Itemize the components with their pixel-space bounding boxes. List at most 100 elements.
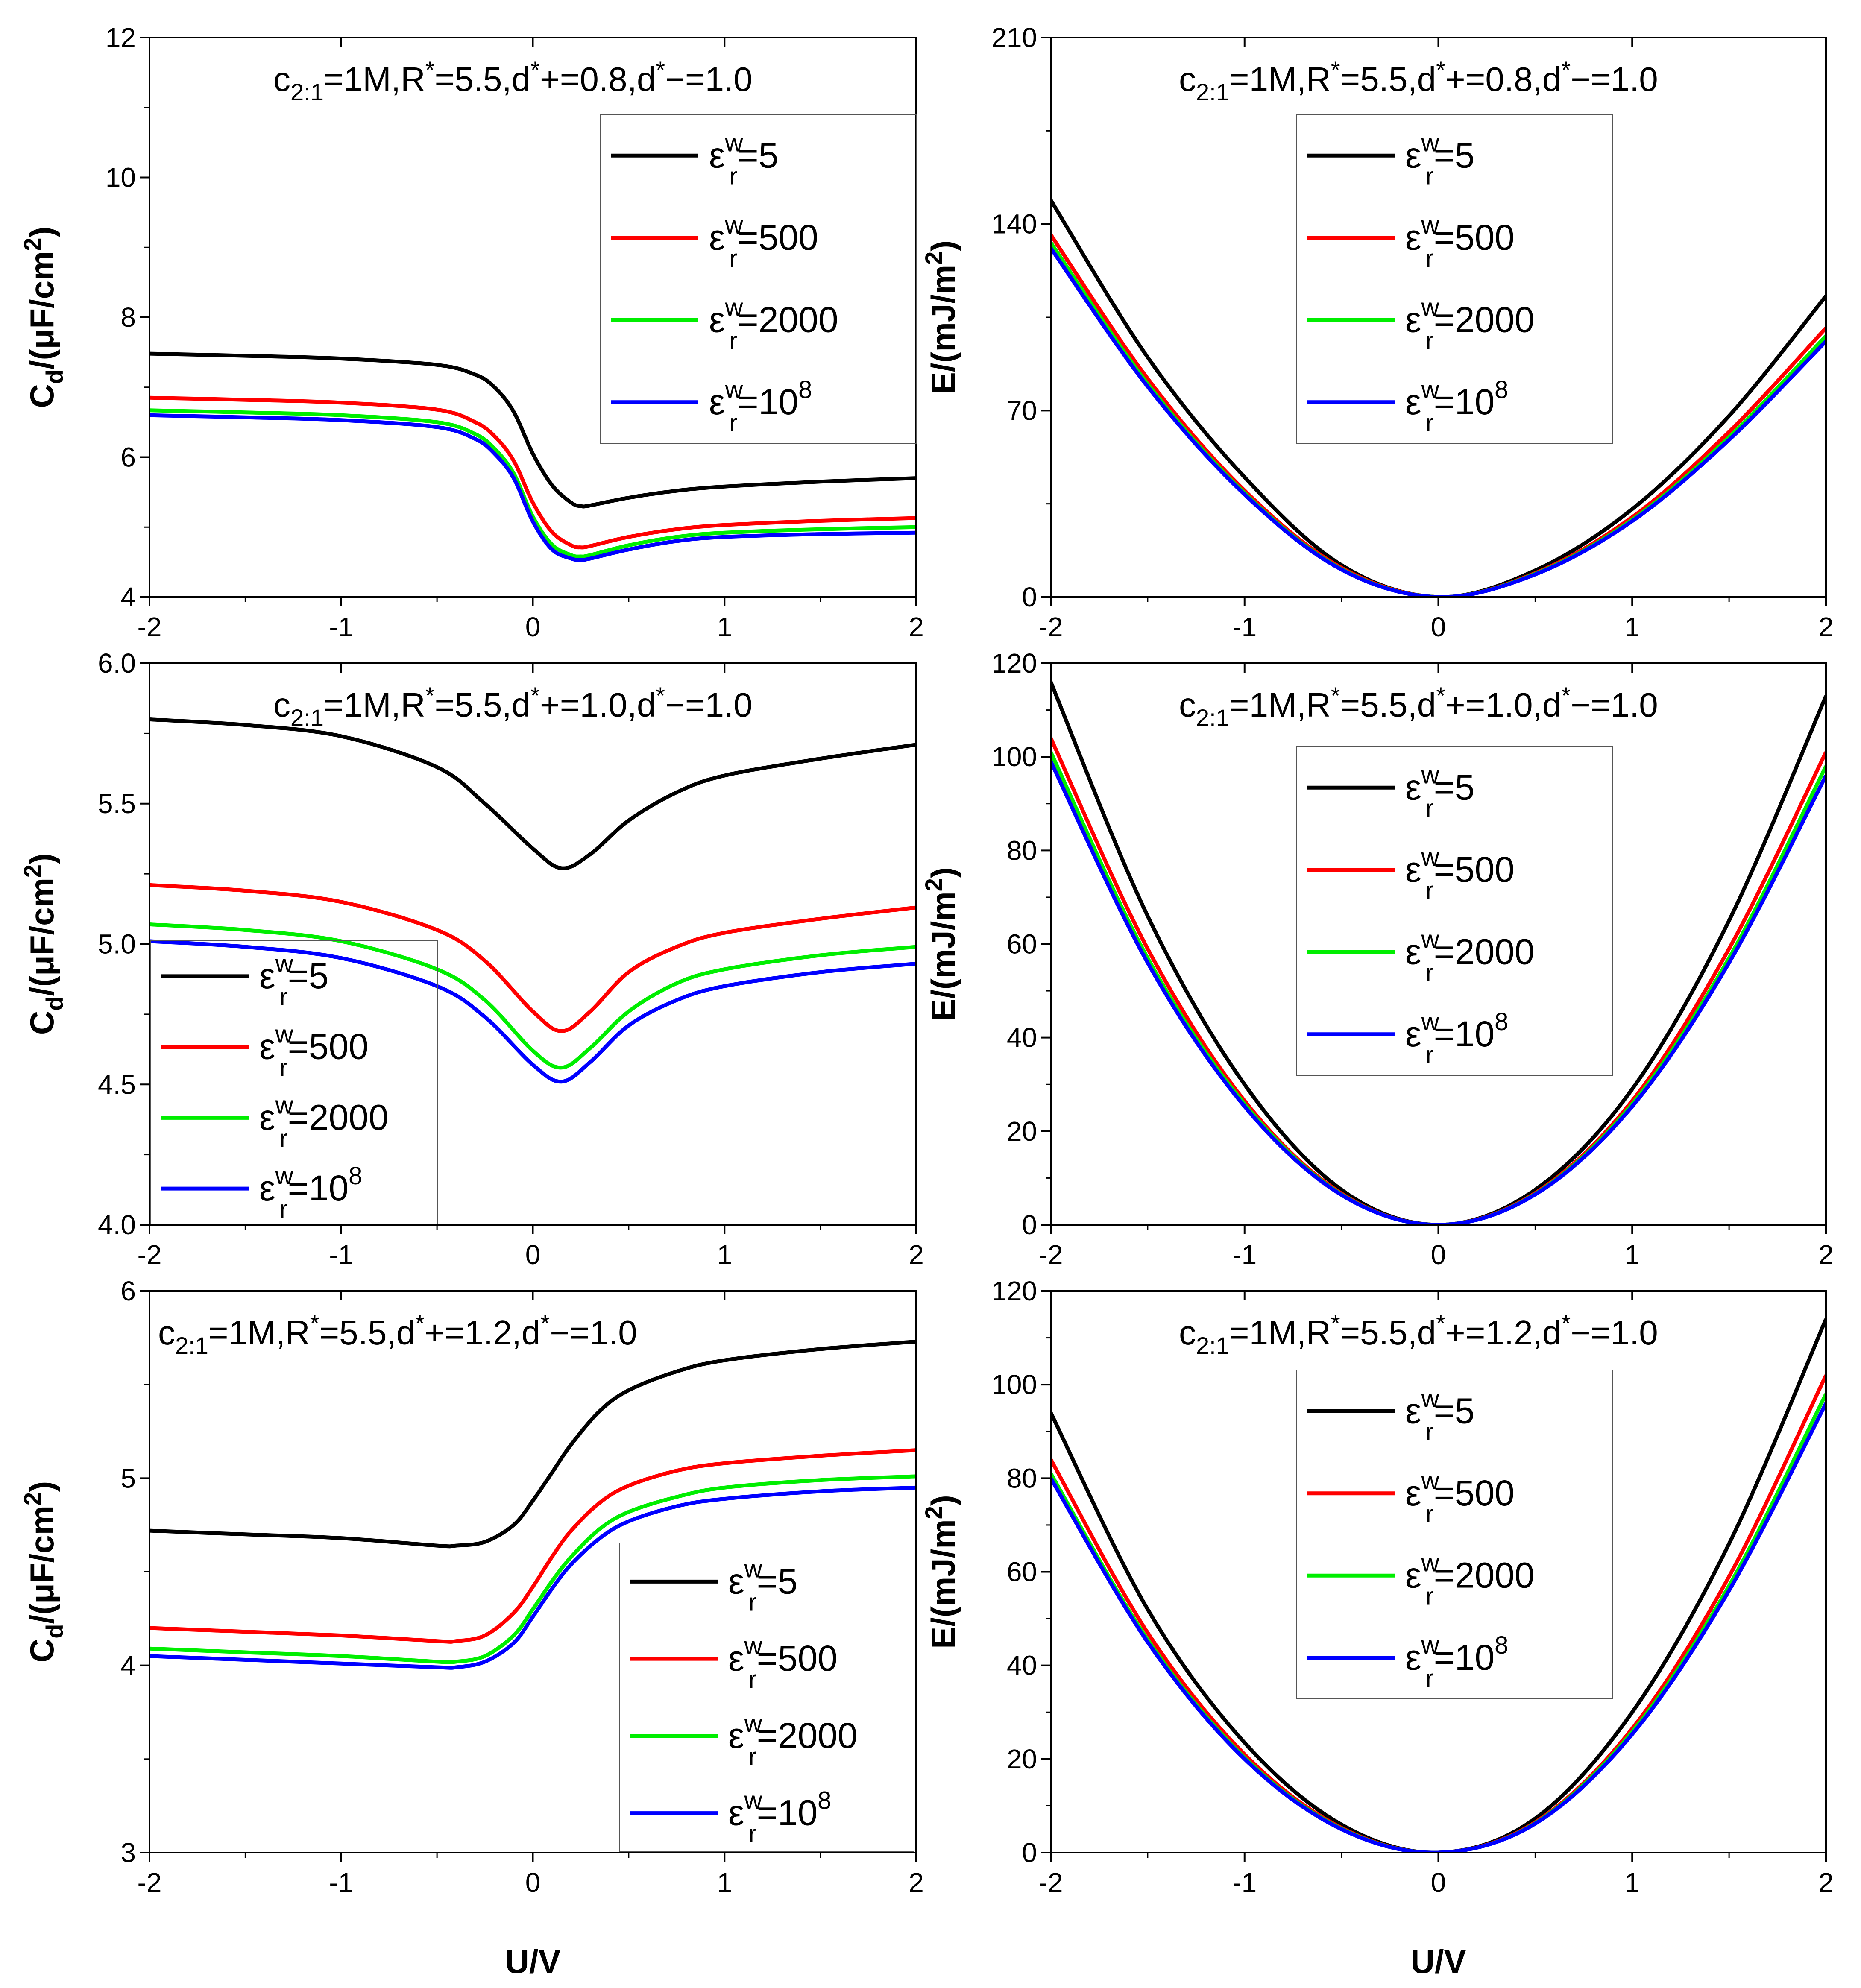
- y-tick-label: 5.0: [98, 929, 136, 960]
- series-line-eps-5: [149, 351, 916, 509]
- panel-middle-left: -2 -1 0 1 2 4.0 4.5 5.0 5.5 6.0 Cd/(μF/cm2) c2:1=1M…: [19, 648, 924, 1270]
- panel-title: c2:1=1M,R*=5.5,d*+=1.0,d*−=1.0: [1179, 682, 1658, 731]
- series-line-eps-500: [1051, 1374, 1826, 1853]
- x-tick-label: 2: [1818, 1239, 1834, 1270]
- legend-frame: [1296, 1370, 1613, 1699]
- panel-middle-right: -2 -1 0 1 2020406080100120E/(mJ/m2)c2:1=1M,R…: [920, 648, 1834, 1270]
- legend-label: εw r=5: [1405, 761, 1474, 822]
- y-tick-label: 40: [1007, 1022, 1037, 1053]
- y-tick-label: 6: [120, 442, 136, 473]
- legend-label: εw r=2000: [1405, 1549, 1535, 1610]
- x-tick-label: 1: [717, 1239, 732, 1270]
- x-tick-label: 0: [525, 1867, 541, 1898]
- legend-label: εw r=500: [709, 211, 818, 272]
- series-line-eps-1e8: [149, 939, 916, 1084]
- y-tick-label: 5.5: [98, 788, 136, 819]
- x-tick-label: -1: [329, 1867, 353, 1898]
- legend: εw r=5 εw r=500 εw r=2000 εw r=108: [1296, 1370, 1613, 1699]
- x-tick-label: 2: [909, 1867, 924, 1898]
- x-tick-label: 2: [909, 1239, 924, 1270]
- x-tick-label: -2: [138, 1239, 162, 1270]
- legend-label: εw r=2000: [728, 1710, 858, 1771]
- series-line-eps-500: [1051, 737, 1826, 1225]
- x-tick-label: 2: [1818, 612, 1834, 642]
- panel-title: c2:1=1M,R*=5.5,d*+=0.8,d*−=1.0: [1179, 56, 1658, 105]
- legend-label: εw r=500: [728, 1632, 838, 1693]
- panel-top-left: -2 -1 0 1 24681012Cd/(μF/cm2)c2:1=1M,R*=5.5,…: [19, 22, 924, 642]
- y-tick-label: 20: [1007, 1744, 1037, 1774]
- legend-label: εw r=5: [728, 1555, 797, 1616]
- legend-frame: [1296, 114, 1613, 444]
- y-tick-label: 3: [120, 1837, 136, 1868]
- legend-label: εw r=2000: [259, 1091, 389, 1152]
- x-axis-title: U/V: [1410, 1943, 1466, 1980]
- x-tick-label: 0: [1431, 612, 1446, 642]
- x-tick-label: 0: [1431, 1867, 1446, 1898]
- x-tick-label: -2: [1039, 1239, 1063, 1270]
- legend-label: εw r=108: [1405, 1008, 1508, 1069]
- legend-frame: [1296, 746, 1613, 1076]
- series-line-eps-5: [149, 717, 916, 870]
- y-tick-label: 12: [106, 22, 136, 53]
- x-tick-label: 2: [1818, 1867, 1834, 1898]
- x-tick-label: 1: [717, 612, 732, 642]
- x-tick-label: 1: [1624, 1239, 1640, 1270]
- x-tick-label: -2: [1039, 612, 1063, 642]
- series-line-eps-1e8: [149, 1485, 916, 1670]
- y-axis-title: E/(mJ/m2): [920, 1495, 962, 1649]
- series-line-eps-2000: [149, 922, 916, 1070]
- legend: εw r=5 εw r=500 εw r=2000 εw r=108: [619, 1543, 914, 1852]
- series-line-eps-500: [149, 883, 916, 1033]
- y-axis-title: Cd/(μF/cm2): [19, 226, 68, 408]
- y-tick-label: 4.0: [98, 1209, 136, 1240]
- y-axis-title: E/(mJ/m2): [920, 240, 962, 395]
- panel-title: c2:1=1M,R*=5.5,d*+=1.2,d*−=1.0: [1179, 1310, 1658, 1359]
- y-tick-label: 120: [991, 648, 1037, 679]
- series-line-eps-2000: [1051, 751, 1826, 1225]
- legend-frame: [600, 114, 917, 444]
- legend-label: εw r=108: [728, 1787, 831, 1848]
- y-tick-label: 0: [1022, 582, 1037, 612]
- y-tick-label: 4.5: [98, 1069, 136, 1100]
- x-axis-title: U/V: [505, 1943, 560, 1980]
- x-tick-label: -1: [1232, 1239, 1257, 1270]
- y-tick-label: 4: [120, 1650, 136, 1681]
- y-axis-title: Cd/(μF/cm2): [19, 853, 68, 1035]
- x-tick-label: 0: [525, 612, 541, 642]
- legend-label: εw r=500: [259, 1021, 369, 1082]
- y-tick-label: 0: [1022, 1837, 1037, 1868]
- y-tick-label: 100: [991, 1369, 1037, 1400]
- y-tick-label: 10: [106, 162, 136, 193]
- legend-label: εw r=5: [1405, 1385, 1474, 1446]
- series-line-eps-1e8: [1051, 761, 1826, 1225]
- plot-frame: [149, 1290, 917, 1853]
- x-tick-label: -1: [1232, 612, 1257, 642]
- x-tick-label: 1: [717, 1867, 732, 1898]
- legend-frame: [619, 1543, 914, 1852]
- y-tick-label: 6: [120, 1276, 136, 1306]
- y-tick-label: 120: [991, 1276, 1037, 1306]
- plot-frame: [149, 662, 917, 1226]
- legend-label: εw r=108: [709, 376, 812, 437]
- legend-label: εw r=500: [1405, 211, 1515, 272]
- y-axis-title: E/(mJ/m2): [920, 867, 962, 1021]
- panel-bottom-right: -2 -1 0 1 2020406080100120E/(mJ/m2)c2:1=1M,R…: [920, 1276, 1834, 1980]
- series-line-eps-1e8: [149, 413, 916, 562]
- series-line-eps-2000: [149, 1474, 916, 1665]
- legend-label: εw r=108: [1405, 376, 1508, 437]
- panel-title: c2:1=1M,R*=5.5,d*+=1.0,d*−=1.0: [273, 682, 753, 731]
- panel-title: c2:1=1M,R*=5.5,d*+=1.2,d*−=1.0: [158, 1310, 637, 1359]
- x-tick-label: -2: [138, 1867, 162, 1898]
- x-tick-label: -2: [1039, 1867, 1063, 1898]
- legend-label: εw r=500: [1405, 843, 1515, 905]
- x-tick-label: 0: [525, 1239, 541, 1270]
- legend-label: εw r=5: [1405, 129, 1474, 190]
- y-tick-label: 5: [120, 1463, 136, 1493]
- panel-title: c2:1=1M,R*=5.5,d*+=0.8,d*−=1.0: [273, 56, 753, 105]
- x-tick-label: -2: [138, 612, 162, 642]
- y-tick-label: 80: [1007, 835, 1037, 866]
- legend: εw r=5 εw r=500 εw r=2000 εw r=108: [1296, 114, 1613, 444]
- y-axis-title: Cd/(μF/cm2): [19, 1481, 68, 1663]
- y-tick-label: 60: [1007, 1557, 1037, 1587]
